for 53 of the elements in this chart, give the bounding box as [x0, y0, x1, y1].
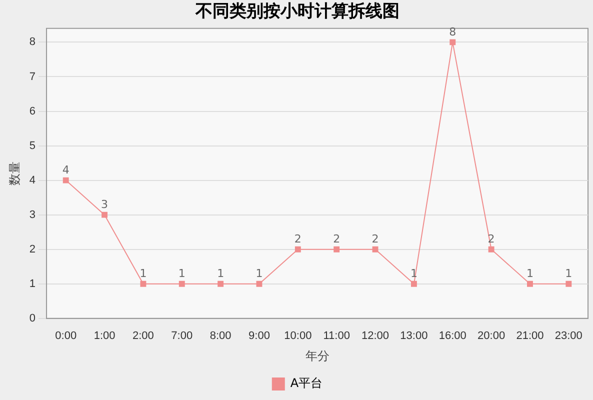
data-label: 1 [526, 267, 534, 280]
y-tick-label: 4 [29, 174, 36, 186]
x-tick-label: 21:00 [516, 330, 544, 342]
x-tick-label: 10:00 [284, 330, 312, 342]
y-tick-label: 5 [29, 140, 36, 152]
point [256, 280, 262, 287]
legend-label: A平台 [290, 376, 323, 390]
point [450, 39, 456, 46]
point [102, 212, 108, 218]
data-label: 1 [256, 267, 263, 280]
point [410, 280, 417, 287]
x-tick-label: 7:00 [171, 330, 193, 342]
y-tick-label: 3 [29, 208, 36, 221]
y-tick-label: 6 [29, 105, 36, 118]
x-tick-label: 1:00 [94, 330, 116, 342]
x-tick-label: 0:00 [55, 330, 77, 342]
x-tick-label: 12:00 [362, 330, 390, 342]
x-tick-label: 2:00 [132, 330, 154, 342]
data-label: 8 [449, 26, 456, 39]
y-tick-label: 0 [29, 312, 36, 324]
data-label: 1 [140, 267, 147, 280]
point [294, 246, 301, 252]
y-tick-label: 8 [29, 36, 36, 48]
chart-title: 不同类别按小时计算拆线图 [194, 2, 400, 22]
point [372, 246, 378, 252]
y-axis-title: 数量 [8, 161, 22, 186]
data-label: 2 [294, 232, 302, 246]
x-tick-label: 13:00 [400, 330, 428, 342]
point [566, 280, 572, 287]
x-tick-label: 9:00 [248, 330, 270, 342]
data-label: 4 [62, 164, 70, 177]
data-label: 1 [217, 267, 224, 280]
x-tick-label: 20:00 [478, 330, 506, 342]
point [218, 280, 224, 287]
data-label: 1 [178, 267, 186, 280]
data-label: 1 [565, 267, 572, 280]
x-tick-label: 16:00 [438, 330, 466, 342]
point [334, 246, 340, 252]
x-tick-label: 23:00 [554, 330, 582, 342]
data-label: 2 [333, 232, 340, 246]
data-label: 2 [372, 232, 379, 246]
point [527, 280, 533, 287]
point [62, 177, 69, 184]
x-tick-label: 8:00 [210, 330, 232, 342]
y-tick-label: 1 [29, 278, 36, 290]
y-tick-label: 2 [29, 243, 36, 256]
x-axis-title: 年分 [305, 349, 330, 364]
data-label: 3 [101, 198, 108, 212]
x-tick-label: 11:00 [323, 330, 350, 342]
y-tick-label: 7 [29, 70, 36, 83]
point [178, 280, 185, 287]
point [140, 280, 146, 287]
point [488, 246, 494, 252]
